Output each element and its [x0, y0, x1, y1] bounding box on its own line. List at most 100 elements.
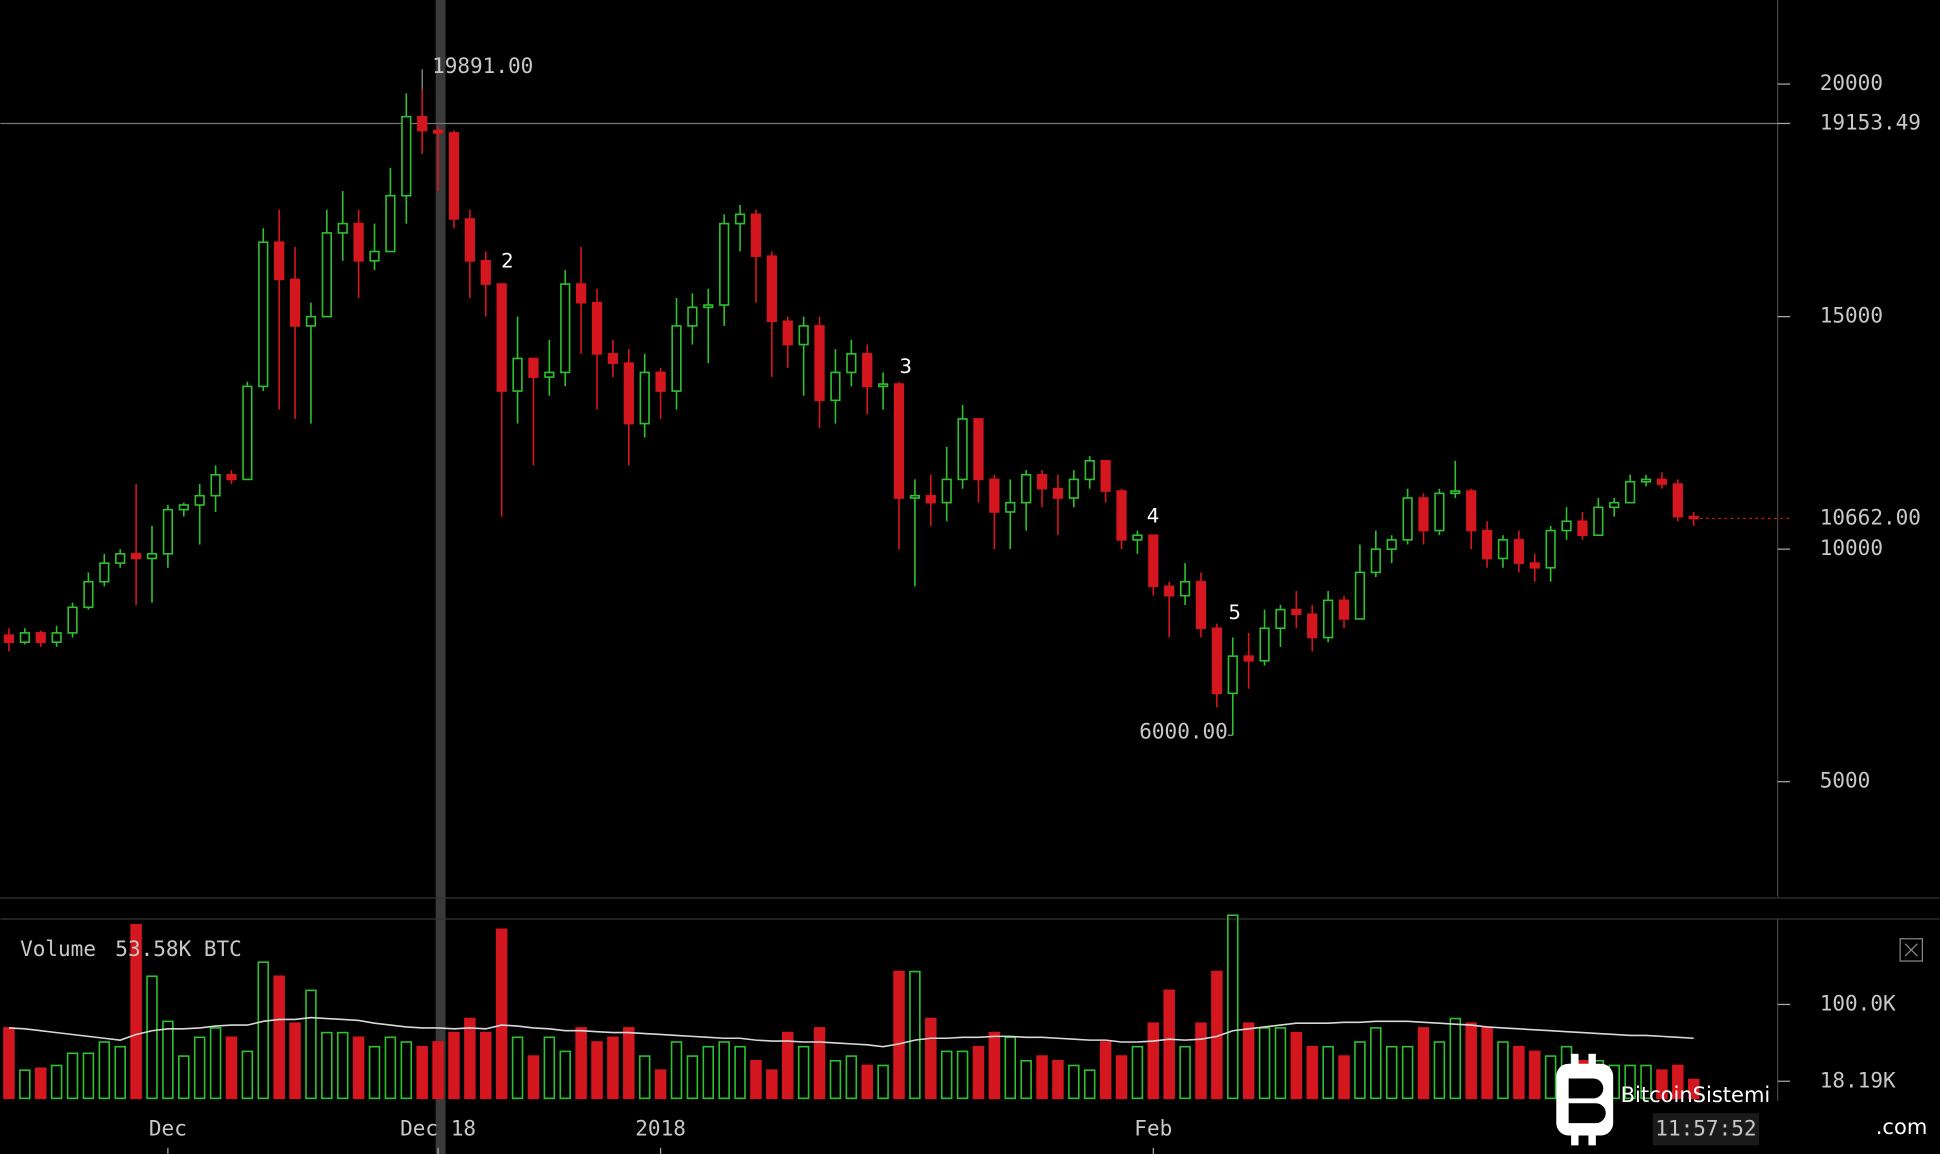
- volume-bar: [686, 1055, 699, 1100]
- candle-body: [655, 371, 666, 392]
- candle-body: [1005, 501, 1016, 513]
- volume-bar: [1052, 1059, 1064, 1100]
- close-button[interactable]: [1899, 938, 1924, 962]
- volume-bar: [718, 1041, 730, 1100]
- candle-body: [846, 353, 857, 374]
- volume-bar: [1640, 1064, 1652, 1100]
- volume-bar: [1131, 1045, 1144, 1100]
- volume-bar: [1227, 914, 1239, 1100]
- volume-bar: [34, 1067, 47, 1100]
- time-label: 11:57:52: [1655, 1115, 1756, 1140]
- volume-bar: [480, 1031, 492, 1100]
- candle-body: [1418, 497, 1429, 532]
- candle-body: [1132, 534, 1143, 541]
- candle-body: [1211, 627, 1223, 695]
- candle-body: [99, 562, 110, 583]
- candle-body: [480, 260, 491, 285]
- volume-bar: [66, 1052, 79, 1100]
- candle-body: [1243, 655, 1254, 662]
- candle-body: [1291, 608, 1302, 616]
- volume-bar: [1672, 1064, 1684, 1100]
- candle-body: [226, 473, 237, 481]
- volume-bar: [193, 1036, 206, 1100]
- volume-bar: [575, 1027, 587, 1100]
- volume-bar: [321, 1031, 333, 1100]
- volume-bar: [289, 1022, 301, 1100]
- volume-bar: [82, 1052, 95, 1100]
- y-tick-label: 10000: [1820, 535, 1883, 560]
- marks: 5000 10000 15000 20000 100.0K 18.19K 19153.49 D…: [0, 53, 1921, 1154]
- volume-bar: [1433, 1041, 1446, 1100]
- volume-bar: [1401, 1045, 1414, 1100]
- volume-bar: [19, 1069, 31, 1100]
- volume-bar: [877, 1064, 889, 1100]
- candle-body: [305, 315, 317, 327]
- volume-bar: [1322, 1045, 1334, 1100]
- candle-body: [1084, 460, 1095, 481]
- candle-body: [417, 115, 428, 132]
- volume-bar: [305, 989, 317, 1100]
- annotation-label: 19891.00: [432, 53, 533, 78]
- volume-bar: [98, 1041, 111, 1100]
- candle-body: [337, 222, 348, 234]
- candle-body: [1529, 562, 1540, 569]
- volume-bar: [527, 1055, 540, 1100]
- candle-body: [782, 320, 793, 346]
- candle-body: [19, 632, 30, 643]
- candle-body: [830, 371, 841, 402]
- volume-bar: [1370, 1027, 1382, 1100]
- volume-bar: [464, 1017, 476, 1100]
- candle-body: [464, 218, 476, 262]
- volume-bar: [797, 1045, 810, 1100]
- y-tick-label: 5000: [1820, 768, 1871, 793]
- volume-bar: [623, 1027, 635, 1100]
- candle-body: [909, 494, 921, 499]
- y-tick-label: 15000: [1820, 303, 1883, 328]
- crosshair-vertical: [435, 0, 446, 1154]
- candle-body: [432, 129, 444, 134]
- volume-tick-label: 100.0K: [1820, 990, 1896, 1015]
- candle-body: [242, 385, 253, 481]
- candle-body: [1164, 585, 1175, 597]
- candle-body: [1434, 492, 1445, 532]
- candle-body: [178, 504, 189, 511]
- candle-body: [1577, 520, 1588, 537]
- volume-bar: [1306, 1045, 1318, 1100]
- candle-body: [719, 222, 730, 306]
- candle-body: [528, 357, 539, 378]
- volume-bar: [178, 1055, 190, 1100]
- volume-bar: [1195, 1022, 1207, 1100]
- candle-body: [369, 250, 380, 262]
- candle-body: [258, 241, 269, 388]
- volume-bar: [654, 1069, 667, 1100]
- volume-bar: [273, 975, 285, 1100]
- candle-body: [703, 304, 714, 309]
- x-tick-label: Dec: [149, 1115, 187, 1140]
- candle-body: [1466, 490, 1477, 532]
- volume-bar: [972, 1045, 985, 1100]
- volume-bar: [384, 1036, 397, 1100]
- candle-body: [1450, 490, 1461, 495]
- volume-bar: [1354, 1041, 1366, 1100]
- candle-body: [1386, 539, 1397, 550]
- wave-label: 4: [1147, 505, 1160, 528]
- candle-body: [3, 634, 15, 643]
- volume-bar: [1544, 1055, 1557, 1100]
- candle-body: [448, 132, 460, 220]
- watermark-suffix: .com: [1876, 1114, 1928, 1139]
- candle-body: [1624, 480, 1636, 504]
- volume-bar: [829, 1059, 842, 1100]
- volume-bar: [750, 1059, 762, 1100]
- volume-bar: [1497, 1041, 1509, 1100]
- annotation-label: 6000.00: [1139, 719, 1228, 744]
- candle-body: [274, 241, 285, 281]
- y-tick-label: 20000: [1820, 70, 1883, 95]
- candle-body: [1021, 473, 1032, 504]
- candle-body: [35, 632, 46, 643]
- volume-bar: [813, 1027, 826, 1100]
- volume-bar: [1290, 1031, 1303, 1100]
- volume-bar: [1115, 1055, 1128, 1100]
- volume-bar: [400, 1041, 413, 1100]
- candle-body: [687, 306, 698, 327]
